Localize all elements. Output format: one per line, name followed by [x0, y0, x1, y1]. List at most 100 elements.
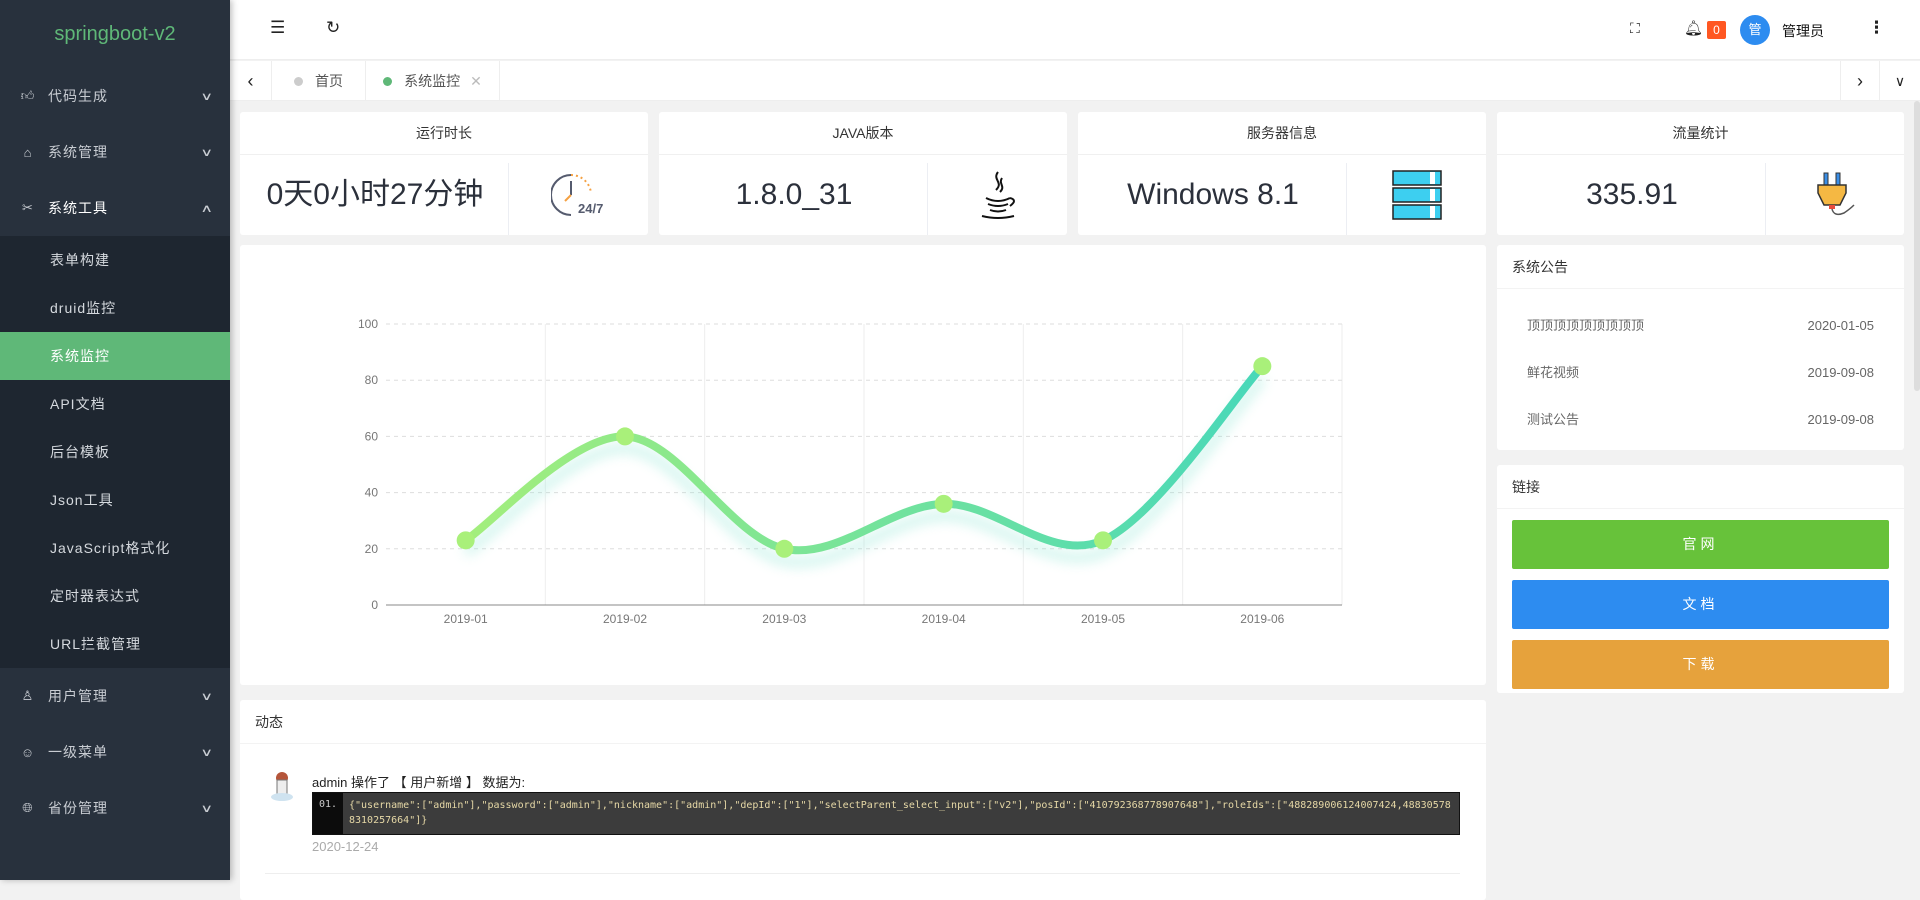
x-tick-label: 2019-06 — [1240, 612, 1284, 626]
menu-user-manage[interactable]: ♙ 用户管理 ∨ — [0, 668, 230, 724]
x-tick-label: 2019-01 — [444, 612, 488, 626]
bell-icon[interactable]: 🔔︎ — [1684, 20, 1704, 37]
home-icon: ⌂ — [23, 144, 33, 160]
menu-province[interactable]: 🌐︎ 省份管理 ∨ — [0, 780, 230, 836]
app-logo: springboot-v2 — [54, 23, 176, 45]
submenu-cron[interactable]: 定时器表达式 — [50, 588, 140, 604]
panel-title: 系统公告 — [1497, 245, 1904, 289]
tools-icon: ✂ — [22, 200, 34, 215]
y-tick-label: 100 — [358, 317, 378, 331]
x-tick-label: 2019-05 — [1081, 612, 1125, 626]
tab-scroll-left-button[interactable]: ‹ — [230, 61, 272, 101]
notice-panel: 系统公告 顶顶顶顶顶顶顶顶顶 2020-01-05 鲜花视频 2019-09-08 … — [1497, 245, 1904, 450]
card-value: Windows 8.1 — [1127, 178, 1299, 211]
x-tick-label: 2019-02 — [603, 612, 647, 626]
divider — [265, 873, 1460, 874]
card-value: 335.91 — [1586, 178, 1678, 211]
submenu-system-monitor[interactable]: 系统监控 — [0, 332, 230, 380]
official-site-button[interactable]: 官网 — [1512, 520, 1889, 569]
card-title: JAVA版本 — [659, 112, 1067, 155]
globe-icon: 🌐︎ — [22, 800, 34, 815]
page-scrollbar[interactable] — [1914, 101, 1920, 391]
series-line-shadow — [462, 374, 1267, 568]
notice-title[interactable]: 鲜花视频 — [1527, 365, 1580, 380]
tab-home[interactable]: 首页 — [272, 61, 366, 101]
tab-label: 首页 — [315, 73, 343, 89]
line-chart: 0 20 40 60 80 100 2019-01 2019-02 2019-03 2019-04… — [358, 317, 1343, 626]
y-tick-label: 20 — [365, 542, 379, 556]
refresh-icon[interactable]: ↻ — [326, 18, 341, 37]
tab-dropdown-button[interactable]: ∨ — [1894, 73, 1906, 89]
fullscreen-icon[interactable]: ⛶ — [1630, 20, 1640, 36]
series-line — [461, 362, 1267, 555]
close-icon[interactable]: ✕ — [470, 73, 482, 89]
server-icon — [1348, 155, 1486, 235]
data-point — [1253, 357, 1272, 376]
tab-system-monitor[interactable]: 系统监控 ✕ — [366, 61, 500, 101]
notice-item[interactable]: 测试公告 2019-09-08 — [1497, 396, 1904, 443]
svg-text:24/7: 24/7 — [578, 201, 603, 216]
notification-badge: 0 — [1707, 21, 1726, 39]
x-tick-label: 2019-04 — [922, 612, 966, 626]
notice-item[interactable]: 鲜花视频 2019-09-08 — [1497, 349, 1904, 396]
stat-card-uptime: 运行时长 0天0小时27分钟 24/7 — [240, 112, 648, 235]
submenu-druid[interactable]: druid监控 — [50, 300, 117, 316]
username[interactable]: 管理员 — [1782, 23, 1824, 39]
notice-title[interactable]: 测试公告 — [1527, 412, 1580, 427]
collapse-menu-icon[interactable]: ☰ — [270, 18, 286, 37]
data-point — [616, 427, 634, 446]
x-tick-label: 2019-03 — [762, 612, 806, 626]
menu-label: 一级菜单 — [48, 744, 108, 760]
menu-system-tools[interactable]: ✂ 系统工具 ∧ — [0, 180, 230, 236]
sidebar: springboot-v2 👍︎ 代码生成 ∨ ⌂ 系统管理 ∨ ✂ 系统工具 ∧ 表单构建… — [0, 0, 230, 880]
submenu-admin-template[interactable]: 后台模板 — [50, 444, 110, 460]
submenu-js-format[interactable]: JavaScript格式化 — [50, 540, 171, 556]
data-point — [456, 531, 475, 550]
notice-date: 2019-09-08 — [1807, 365, 1875, 380]
data-point — [1094, 531, 1112, 550]
notice-date: 2020-01-05 — [1807, 318, 1875, 333]
chevron-down-icon: ∨ — [200, 90, 215, 103]
avatar[interactable]: 管 — [1740, 15, 1770, 45]
panel-title: 动态 — [240, 700, 1486, 744]
docs-button[interactable]: 文档 — [1512, 580, 1889, 629]
card-title: 服务器信息 — [1078, 112, 1486, 155]
y-tick-label: 60 — [365, 429, 379, 443]
submenu-api-docs[interactable]: API文档 — [50, 396, 106, 412]
links-panel: 链接 官网 文档 下载 — [1497, 465, 1904, 693]
notice-title[interactable]: 顶顶顶顶顶顶顶顶顶 — [1527, 318, 1645, 333]
y-tick-label: 40 — [365, 486, 379, 500]
thumbs-up-icon: 👍︎ — [20, 88, 36, 103]
chevron-down-icon: ∨ — [200, 146, 215, 159]
submenu-url-intercept[interactable]: URL拦截管理 — [50, 636, 142, 652]
activity-text: admin 操作了 【 用户新增 】 数据为: — [312, 775, 526, 790]
card-value: 0天0小时27分钟 — [266, 178, 484, 211]
more-icon[interactable]: ⋮ — [1868, 18, 1885, 37]
tab-bar: ‹ 首页 系统监控 ✕ › ∨ — [230, 61, 1920, 101]
top-header: ☰ ↻ ⛶ 🔔︎ 0 管 管理员 ⋮ — [230, 0, 1920, 60]
card-title: 流量统计 — [1497, 112, 1904, 155]
y-tick-label: 0 — [371, 598, 378, 612]
submenu-json-tool[interactable]: Json工具 — [50, 492, 114, 508]
chart-panel: 0 20 40 60 80 100 2019-01 2019-02 2019-03 2019-04… — [240, 245, 1486, 685]
panel-title: 链接 — [1497, 465, 1904, 509]
clock-24-7-icon: 24/7 — [510, 155, 648, 235]
stat-card-server: 服务器信息 Windows 8.1 — [1078, 112, 1486, 235]
menu-code-gen[interactable]: 👍︎ 代码生成 ∨ — [0, 68, 230, 124]
tab-dot — [294, 76, 303, 86]
menu-label: 用户管理 — [48, 688, 108, 704]
menu-system-manage[interactable]: ⌂ 系统管理 ∨ — [0, 124, 230, 180]
notice-item[interactable]: 顶顶顶顶顶顶顶顶顶 2020-01-05 — [1497, 302, 1904, 349]
menu-label: 代码生成 — [48, 88, 108, 104]
menu-label: 省份管理 — [48, 800, 108, 816]
user-icon: ♙ — [21, 688, 35, 703]
data-point — [775, 539, 794, 558]
submenu: 表单构建 druid监控 系统监控 API文档 后台模板 Json工具 Java… — [0, 236, 230, 668]
tab-scroll-right-button[interactable]: › — [1840, 61, 1880, 101]
menu-level-one[interactable]: ☺ 一级菜单 ∨ — [0, 724, 230, 780]
tab-dot — [383, 76, 393, 86]
download-button[interactable]: 下载 — [1512, 640, 1889, 689]
data-point — [934, 494, 953, 513]
stat-card-java: JAVA版本 1.8.0_31 — [659, 112, 1067, 235]
submenu-form-builder[interactable]: 表单构建 — [50, 252, 110, 268]
